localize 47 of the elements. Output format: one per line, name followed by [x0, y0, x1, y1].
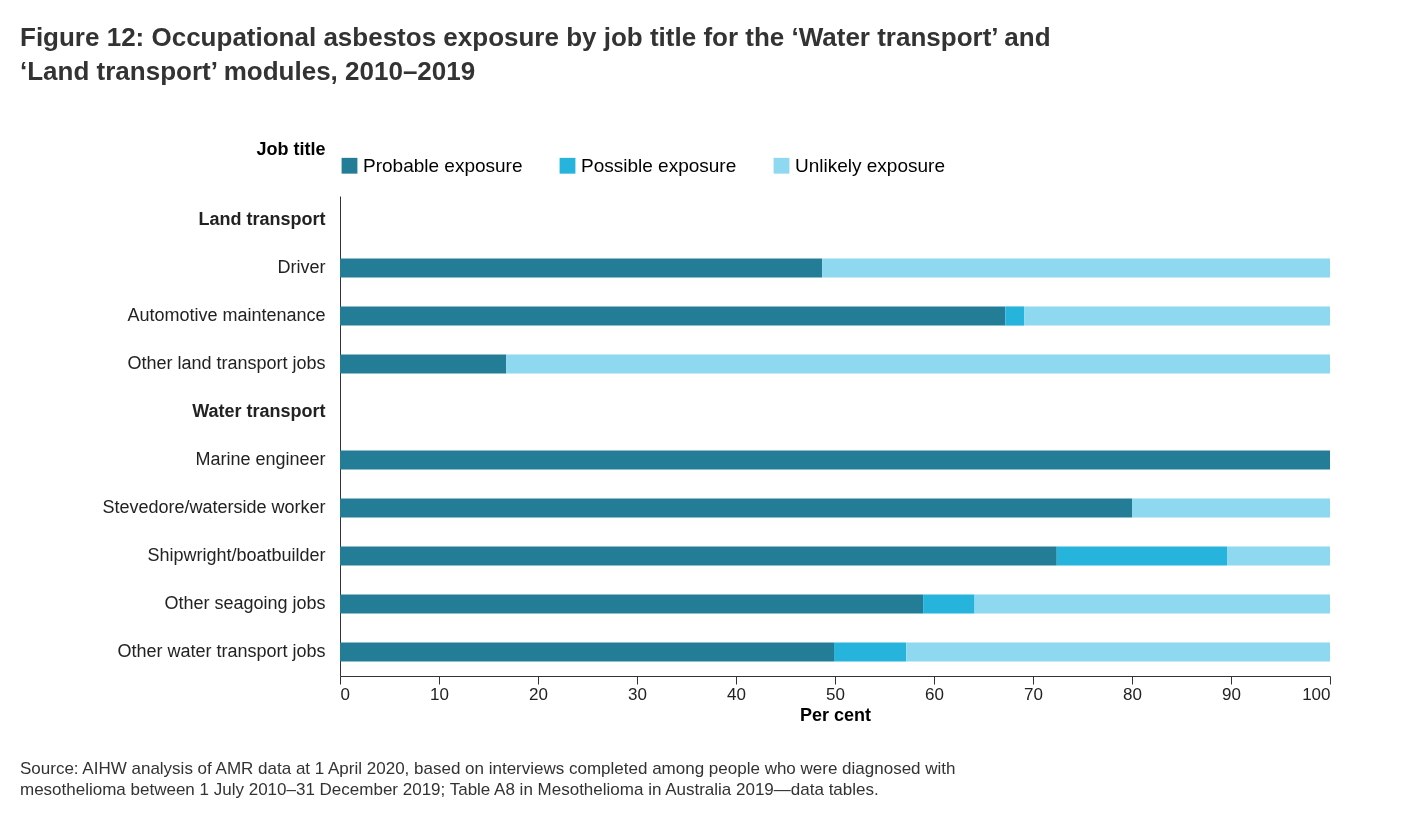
x-tick-label: 0 — [340, 684, 350, 704]
chart-title: Figure 12: Occupational asbestos exposure by job title for the ‘Water transport’ and ‘Land transport’ modules, 2010–2019 — [20, 22, 1051, 86]
x-tick-label: 70 — [1024, 684, 1043, 704]
x-tick-label: 100 — [1302, 684, 1331, 704]
y-axis-title: Job title — [256, 138, 326, 159]
bar — [1132, 498, 1330, 518]
bar — [822, 258, 1330, 278]
y-tick-label: Other seagoing jobs — [164, 593, 326, 613]
y-tick-label: Automotive maintenance — [127, 305, 326, 325]
bar — [340, 450, 1330, 470]
y-tick-label: Stevedore/waterside worker — [102, 497, 326, 517]
source-note: Source: AIHW analysis of AMR data at 1 April 2020, based on interviews completed among people who were diagnosed with mesothelioma between 1 July 2010–31 December 2019; Table A8 in Mesothelioma in Australia 2019—data tables. — [20, 759, 956, 799]
bar — [834, 642, 907, 662]
bar — [1056, 546, 1228, 566]
bar — [340, 594, 924, 614]
bar — [1024, 306, 1330, 326]
bar — [340, 258, 823, 278]
y-tick-label: Other water transport jobs — [117, 641, 326, 661]
bar — [1227, 546, 1330, 566]
bar — [340, 546, 1057, 566]
legend-label: Unlikely exposure — [795, 154, 945, 176]
bar — [340, 354, 507, 374]
legend-label: Possible exposure — [581, 154, 737, 176]
legend-label: Probable exposure — [363, 154, 523, 176]
y-tick-label: Shipwright/boatbuilder — [147, 545, 326, 565]
bar — [340, 498, 1132, 518]
x-tick-label: 30 — [628, 684, 647, 704]
x-tick-label: 50 — [826, 684, 845, 704]
x-tick-label: 40 — [727, 684, 746, 704]
bar — [974, 594, 1330, 614]
y-tick-label: Other land transport jobs — [127, 353, 326, 373]
bar — [340, 642, 835, 662]
y-tick-label: Driver — [277, 257, 326, 277]
x-tick-label: 90 — [1222, 684, 1241, 704]
bar — [340, 306, 1006, 326]
x-tick-label: 60 — [925, 684, 944, 704]
bar — [506, 354, 1330, 374]
x-tick-label: 80 — [1123, 684, 1142, 704]
x-axis-title: Per cent — [799, 704, 872, 725]
y-tick-label: Marine engineer — [195, 449, 326, 469]
bar — [923, 594, 975, 614]
bar — [1005, 306, 1025, 326]
bar — [906, 642, 1330, 662]
x-tick-label: 10 — [430, 684, 449, 704]
y-tick-label: Land transport — [198, 209, 326, 229]
y-tick-label: Water transport — [192, 401, 326, 421]
x-tick-label: 20 — [529, 684, 548, 704]
